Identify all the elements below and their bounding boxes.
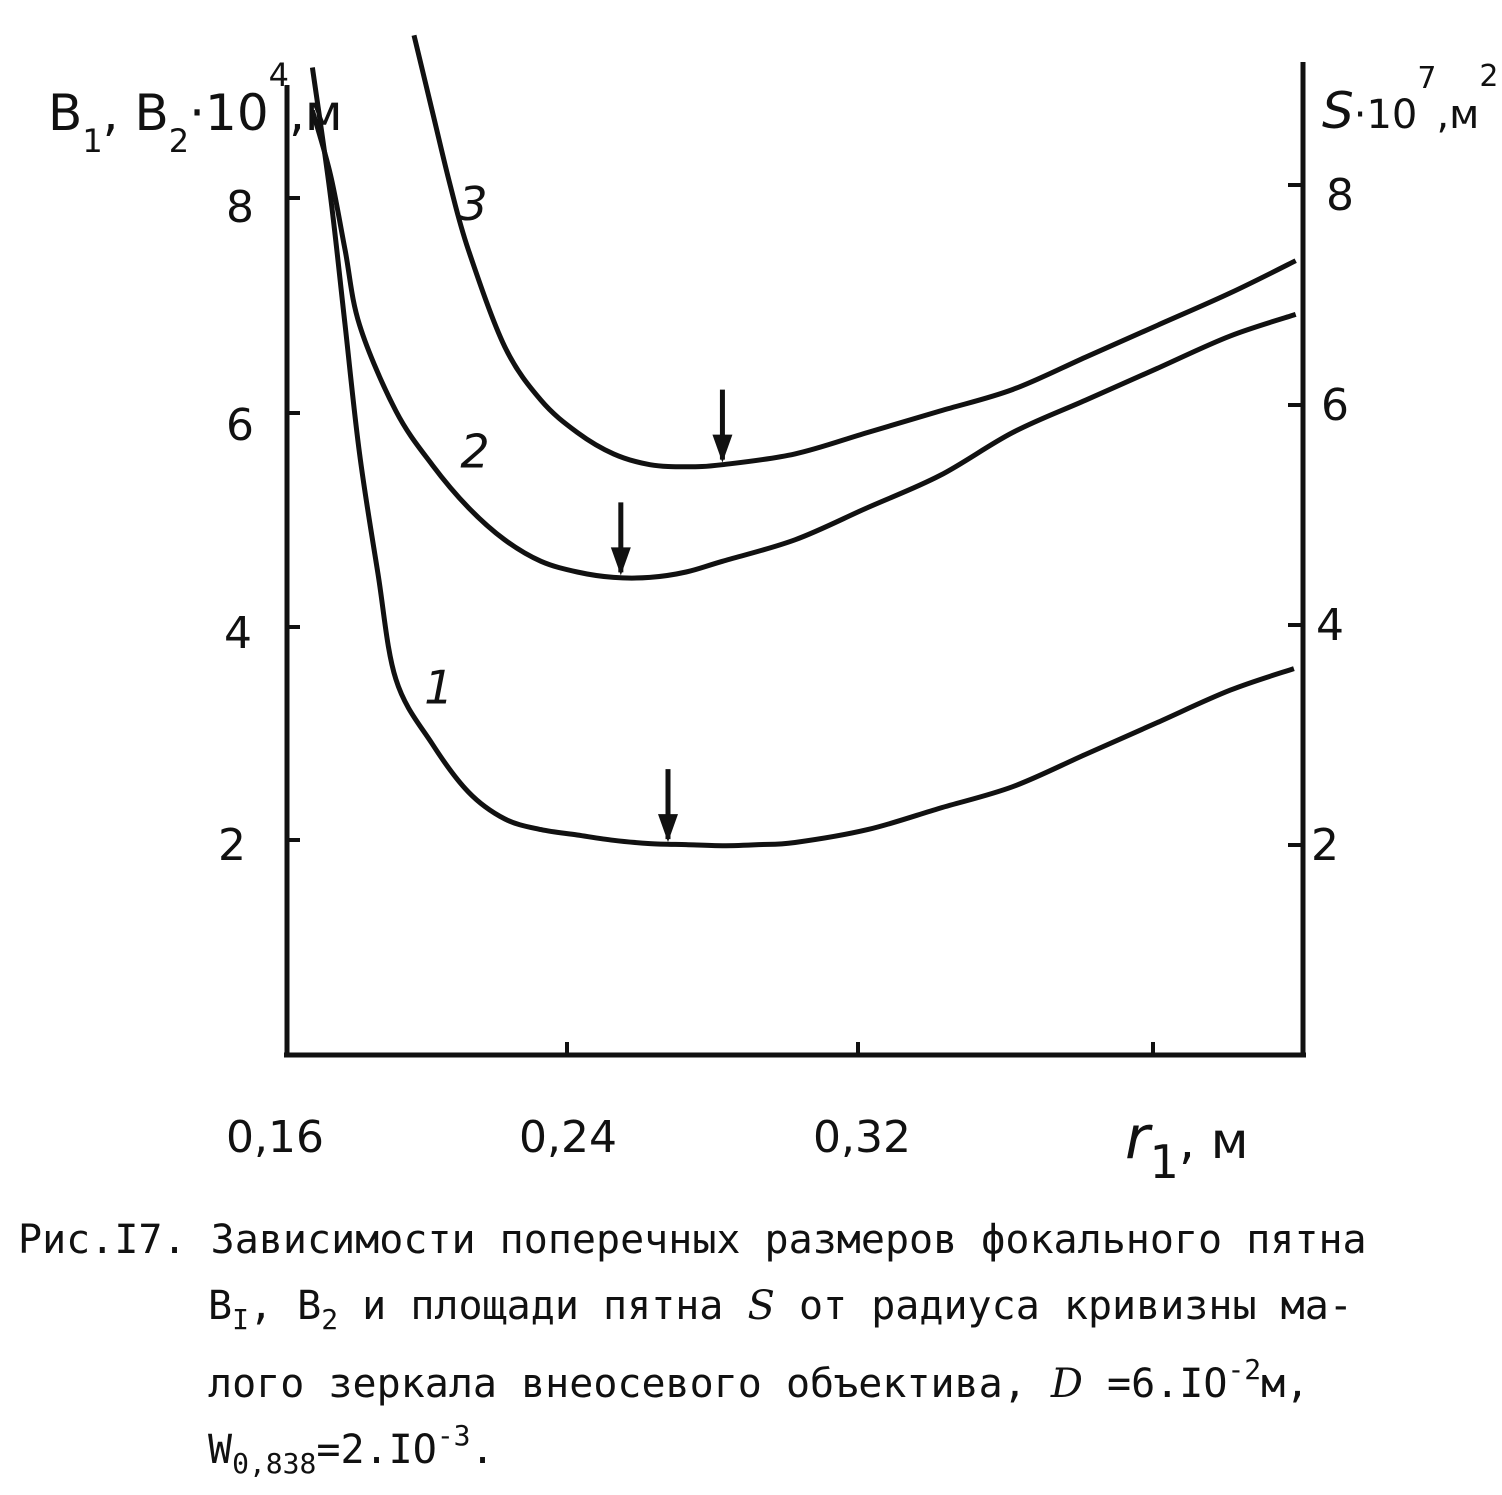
series-line-1 (309, 67, 1295, 849)
right-axis-label-exp: 7 (1417, 61, 1436, 96)
left-axis-label: B1, B2·104,м (48, 56, 343, 160)
caption-w: W (208, 1427, 233, 1473)
x-axis-label-unit: , м (1179, 1112, 1249, 1170)
left-axis-label-base: B (48, 84, 82, 142)
minimum-arrow-head (658, 814, 678, 843)
caption-exp-3: -2 (1227, 1353, 1262, 1386)
series-line-2 (309, 109, 1297, 581)
left-tick-label: 6 (226, 400, 254, 451)
caption-w-sub: 0,838 (232, 1447, 317, 1480)
caption-s: S (747, 1283, 775, 1329)
caption-line-4: W0,838=2.IO-3. (208, 1406, 495, 1494)
right-tick-label: 6 (1321, 380, 1349, 431)
right-axis-label-mult: ·10 (1354, 92, 1418, 138)
series-label-3: 3 (458, 177, 487, 231)
x-tick-marks (565, 1042, 1155, 1055)
caption-exp-4: -3 (436, 1419, 471, 1452)
right-tick-marks (1288, 183, 1303, 847)
series-line-3 (411, 34, 1297, 470)
caption-prefix: Рис.I7. (18, 1217, 187, 1263)
left-tick-marks (287, 196, 300, 842)
caption-eq-3: =6.IO (1082, 1361, 1228, 1407)
caption-text-1: Зависимости поперечных размеров фокально… (210, 1217, 1367, 1263)
left-tick-label: 2 (218, 820, 246, 871)
left-axis-label-base2: B (134, 84, 168, 142)
right-axis-label-unit: ,м (1436, 92, 1479, 138)
caption-b2: B (297, 1283, 322, 1329)
x-tick-label: 0,16 (226, 1112, 324, 1163)
caption-line-3: лого зеркала внеосевого объектива, D =6.… (208, 1340, 1309, 1414)
right-axis-label: S·107,м2 (1322, 59, 1498, 140)
x-axis-label-sub: 1 (1150, 1135, 1179, 1180)
minimum-arrow-head (610, 547, 631, 576)
minimum-arrow-3 (712, 389, 733, 463)
caption-b2-sub: 2 (321, 1303, 339, 1336)
x-axis-label: r1, м (1125, 1103, 1248, 1180)
x-tick-label: 0,32 (813, 1112, 911, 1163)
minimum-arrow-head (712, 434, 733, 463)
caption-sep: , (248, 1283, 298, 1329)
caption-end-2: от радиуса кривизны ма- (774, 1283, 1353, 1329)
caption-end-4: . (470, 1427, 495, 1473)
caption-b1: B (208, 1283, 233, 1329)
left-axis-label-sep: , (103, 84, 135, 142)
left-tick-label: 4 (224, 608, 252, 659)
left-axis-label-exp: 4 (269, 56, 289, 94)
right-tick-label: 2 (1311, 820, 1339, 871)
right-tick-label: 8 (1326, 170, 1354, 221)
caption-mid: и площади пятна (338, 1283, 748, 1329)
caption-d: D (1050, 1361, 1083, 1407)
series-layer: 1 2 3 (309, 34, 1297, 849)
right-axis-label-unit-exp: 2 (1479, 59, 1498, 94)
minimum-arrow-1 (658, 769, 678, 843)
caption-line-2: BI, B2 и площади пятна S от радиуса крив… (208, 1276, 1353, 1350)
right-axis-label-base: S (1322, 82, 1354, 140)
left-axis-label-sub1: 1 (82, 122, 102, 160)
right-tick-label: 4 (1316, 600, 1344, 651)
left-axis-label-sub2: 2 (169, 122, 189, 160)
caption-text-3: лого зеркала внеосевого объектива, (208, 1361, 1051, 1407)
caption-end-3: м, (1261, 1361, 1310, 1407)
left-axis-label-mult: ·10 (189, 84, 269, 142)
caption-b1-sub: I (232, 1303, 249, 1336)
caption-line-1: Рис.I7. Зависимости поперечных размеров … (18, 1210, 1367, 1270)
x-tick-label: 0,24 (519, 1112, 617, 1163)
minimum-arrow-2 (610, 502, 631, 576)
chart: 2 4 6 8 2 4 6 8 0,16 0,24 0,32 B1, B2·10… (48, 34, 1498, 1180)
x-axis-label-symbol: r (1125, 1103, 1153, 1173)
caption-eq-4: =2.IO (316, 1427, 437, 1473)
series-label-1: 1 (424, 661, 453, 715)
left-tick-label: 8 (226, 182, 254, 233)
figure-caption: Рис.I7. Зависимости поперечных размеров … (0, 1190, 1502, 1490)
series-label-2: 2 (460, 425, 489, 479)
